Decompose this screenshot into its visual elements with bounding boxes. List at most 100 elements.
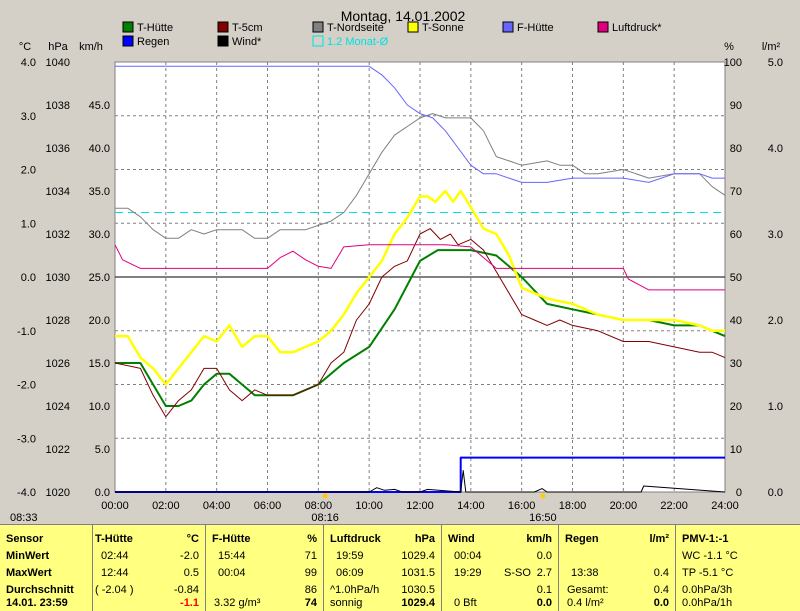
series-lines	[114, 65, 726, 493]
pct-tick: 30	[730, 358, 742, 370]
pct-tick: 70	[730, 186, 742, 198]
luftdruck-unit: hPa	[414, 533, 435, 545]
fhuette-max-value: 99	[304, 567, 317, 579]
hpa-tick: 1032	[46, 229, 70, 241]
legend-label: T-5cm	[232, 22, 263, 34]
thuette-avg-value: -0.84	[173, 584, 199, 596]
kmh-tick: 40.0	[89, 143, 110, 155]
kmh-tick: 0.0	[95, 487, 110, 499]
wind-avg-value: 0.1	[536, 584, 552, 596]
fhuette-abs-humidity: 3.32 g/m³	[214, 597, 261, 609]
rain-tick: 5.0	[768, 57, 783, 69]
degc-tick: -4.0	[17, 487, 36, 499]
x-tick-label: 22:00	[660, 500, 688, 512]
hpa-tick: 1028	[46, 315, 70, 327]
fhuette-max-time: 00:04	[218, 567, 246, 579]
series-t-5cm	[114, 228, 726, 418]
legend-swatch	[312, 21, 324, 33]
degc-tick: -3.0	[17, 433, 36, 445]
wind-max-time: 19:29	[454, 567, 482, 579]
legend-swatch	[217, 35, 229, 47]
pct-tick: 40	[730, 315, 742, 327]
rain-tick: 4.0	[768, 143, 783, 155]
hpa-tick: 1026	[46, 358, 70, 370]
luftdruck-max-time: 06:09	[336, 567, 364, 579]
kmh-tick: 5.0	[95, 444, 110, 456]
regen-total-value: 0.4	[653, 584, 669, 596]
legend-swatch	[407, 21, 419, 33]
regen-rate: 0.4 l/m²	[567, 597, 604, 609]
weather-chart: Montag, 14.01.2002 T-Hütte T-5cm T-Nordsei…	[10, 8, 783, 524]
x-tick-label: 00:00	[101, 500, 129, 512]
regen-current-value: 0.0	[653, 597, 669, 609]
wind-max-value: 2.7	[536, 567, 552, 579]
hpa-tick: 1034	[46, 186, 70, 198]
axis-header-kmh: km/h	[79, 41, 103, 53]
pct-tick: 50	[730, 272, 742, 284]
thuette-min-value: -2.0	[180, 550, 199, 562]
legend-label: T-Nordseite	[327, 22, 384, 34]
pct-tick: 100	[724, 57, 742, 69]
sensor-column: Sensor MinWert MaxWert Durchschnitt 14.0…	[0, 525, 93, 611]
rain-tick: 0.0	[768, 487, 783, 499]
legend-label: Luftdruck*	[612, 22, 662, 34]
avg-label: Durchschnitt	[6, 584, 74, 596]
degc-tick: -2.0	[17, 380, 36, 392]
x-tick-label: 04:00	[203, 500, 231, 512]
degc-tick: -1.0	[17, 326, 36, 338]
kmh-tick: 10.0	[89, 401, 110, 413]
regen-max-value: 0.4	[653, 567, 669, 579]
degc-tick: 2.0	[21, 165, 36, 177]
pressure-trend-3h: 0.0hPa/3h	[682, 584, 733, 596]
regen-unit: l/m²	[649, 533, 669, 545]
weather-forecast: sonnig	[330, 597, 363, 609]
wind-header: Wind	[448, 533, 475, 545]
pmv-header: PMV-1:-1	[682, 533, 729, 545]
kmh-tick: 15.0	[89, 358, 110, 370]
wind-max-direction: S-SO	[504, 567, 531, 579]
x-tick-label: 16:00	[508, 500, 536, 512]
legend-swatch	[217, 21, 229, 33]
pmv-column: PMV-1:-1 WC -1.1 °C TP -5.1 °C 0.0hPa/3h…	[676, 525, 800, 611]
legend-label: F-Hütte	[517, 22, 554, 34]
wind-min-time: 00:04	[454, 550, 482, 562]
wind-min-value: 0.0	[536, 550, 552, 562]
series-t-nordseite	[115, 113, 726, 239]
wind-column: Wind km/h 00:04 0.0 19:29 S-SO 2.7 0.1 0…	[442, 525, 559, 611]
chart-legend: T-Hütte T-5cm T-Nordseite T-Sonne F-Hütte Luf…	[122, 21, 662, 48]
sun-markers: 08:16 16:50 08:33	[10, 493, 557, 524]
kmh-tick: 20.0	[89, 315, 110, 327]
thuette-current-value: -1.1	[180, 597, 199, 609]
pct-tick: 0	[736, 487, 742, 499]
x-tick-label: 18:00	[559, 500, 587, 512]
thuette-header: T-Hütte	[95, 533, 133, 545]
kmh-tick: 30.0	[89, 229, 110, 241]
x-tick-label: 06:00	[254, 500, 282, 512]
axis-headers: °C hPa km/h% l/m²	[19, 41, 781, 53]
kmh-tick: 25.0	[89, 272, 110, 284]
legend-swatch	[122, 35, 134, 47]
fhuette-column: F-Hütte % 15:44 71 00:04 99 86 3.32 g/m³…	[206, 525, 324, 611]
x-tick-label: 10:00	[355, 500, 383, 512]
pct-tick: 60	[730, 229, 742, 241]
sun-dot	[540, 493, 546, 499]
legend-swatch	[312, 35, 324, 47]
wind-unit: km/h	[526, 533, 552, 545]
wind-current-value: 0.0	[536, 597, 552, 609]
thuette-column: T-Hütte °C 02:44 -2.0 12:44 0.5 ( -2.04 …	[93, 525, 206, 611]
rain-tick: 1.0	[768, 401, 783, 413]
pct-tick: 10	[730, 444, 742, 456]
min-label: MinWert	[6, 550, 50, 562]
statistics-panel: Sensor MinWert MaxWert Durchschnitt 14.0…	[0, 524, 800, 611]
regen-column: Regen l/m² 13:38 0.4 Gesamt: 0.4 0.4 l/m…	[559, 525, 676, 611]
kmh-tick: 35.0	[89, 186, 110, 198]
fhuette-header: F-Hütte	[212, 533, 251, 545]
luftdruck-max-value: 1031.5	[401, 567, 435, 579]
axis-header-hpa: hPa	[48, 41, 68, 53]
degc-tick: 4.0	[21, 57, 36, 69]
luftdruck-column: Luftdruck hPa 19:59 1029.4 06:09 1031.5 …	[324, 525, 442, 611]
fhuette-avg-value: 86	[304, 584, 317, 596]
luftdruck-min-value: 1029.4	[401, 550, 435, 562]
thuette-max-time: 12:44	[101, 567, 129, 579]
pct-tick: 80	[730, 143, 742, 155]
